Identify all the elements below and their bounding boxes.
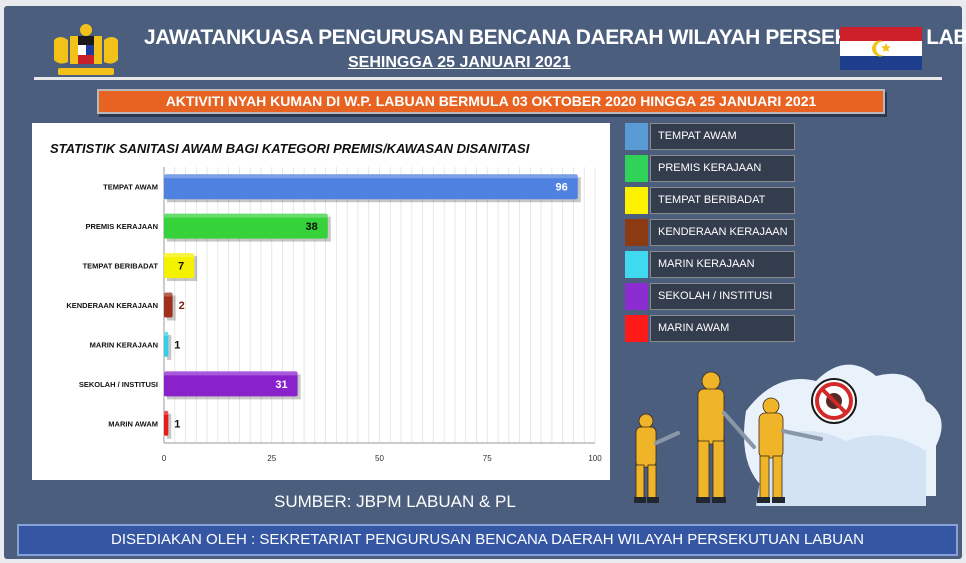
- category-label: SEKOLAH / INSTITUSI: [79, 380, 158, 389]
- bar: [164, 213, 328, 239]
- disinfection-workers-illustration: [634, 364, 942, 506]
- category-label: TEMPAT BERIBADAT: [83, 262, 159, 271]
- legend-label: TEMPAT AWAM: [650, 123, 795, 150]
- legend-item-premis-kerajaan: PREMIS KERAJAAN: [624, 155, 796, 182]
- category-label: TEMPAT AWAM: [103, 183, 158, 192]
- bar-highlight: [164, 331, 169, 336]
- chart-card: STATISTIK SANITASI AWAM BAGI KATEGORI PR…: [32, 123, 610, 480]
- legend-item-tempat-beribadat: TEMPAT BERIBADAT: [624, 187, 796, 214]
- legend-swatch: [625, 219, 648, 246]
- legend-item-marin-awam: MARIN AWAM: [624, 315, 796, 342]
- bar: [164, 253, 195, 279]
- source-note: SUMBER: JBPM LABUAN & PL: [274, 492, 516, 511]
- legend-swatch: [625, 123, 648, 150]
- x-tick-label: 25: [267, 454, 276, 463]
- bar-shadow: [167, 413, 172, 439]
- bar: [164, 174, 578, 200]
- legend-item-marin-kerajaan: MARIN KERAJAAN: [624, 251, 796, 278]
- header-subtitle: SEHINGGA 25 JANUARI 2021: [348, 54, 571, 71]
- bar-highlight: [164, 253, 195, 258]
- category-label: PREMIS KERAJAAN: [85, 222, 158, 231]
- value-label: 1: [174, 339, 180, 351]
- legend-label: SEKOLAH / INSTITUSI: [650, 283, 795, 310]
- category-label: MARIN KERAJAAN: [90, 340, 158, 349]
- x-tick-label: 75: [483, 454, 492, 463]
- legend-swatch: [625, 283, 648, 310]
- x-tick-label: 100: [588, 454, 602, 463]
- value-label: 7: [178, 261, 184, 273]
- bar-highlight: [164, 213, 328, 218]
- value-label: 31: [275, 379, 287, 391]
- legend-label: MARIN AWAM: [650, 315, 795, 342]
- labuan-flag: [840, 27, 922, 70]
- legend-item-tempat-awam: TEMPAT AWAM: [624, 123, 796, 150]
- bar: [164, 410, 169, 436]
- bar-highlight: [164, 410, 169, 415]
- bar-highlight: [164, 174, 578, 179]
- header-title: JAWATANKUASA PENGURUSAN BENCANA DAERAH W…: [144, 26, 966, 49]
- value-label: 38: [306, 221, 318, 233]
- bar: [164, 292, 173, 318]
- chart-title: STATISTIK SANITASI AWAM BAGI KATEGORI PR…: [50, 141, 530, 156]
- legend-swatch: [625, 315, 648, 342]
- legend-label: KENDERAAN KERAJAAN: [650, 219, 795, 246]
- no-virus-sign-icon: [811, 378, 857, 424]
- legend-item-sekolah-institusi: SEKOLAH / INSTITUSI: [624, 283, 796, 310]
- legend-label: MARIN KERAJAAN: [650, 251, 795, 278]
- category-label: MARIN AWAM: [108, 419, 158, 428]
- bar-highlight: [164, 292, 173, 297]
- legend-swatch: [625, 187, 648, 214]
- bar: [164, 331, 169, 357]
- legend-swatch: [625, 251, 648, 278]
- value-label: 1: [174, 418, 180, 430]
- malaysia-coat-of-arms-emblem: [54, 24, 118, 75]
- x-tick-label: 50: [375, 454, 384, 463]
- header-divider: [34, 77, 942, 80]
- legend-label: PREMIS KERAJAAN: [650, 155, 795, 182]
- activity-banner: AKTIVITI NYAH KUMAN DI W.P. LABUAN BERMU…: [97, 89, 885, 114]
- bar-chart: 0 25 50 75 100 TEMPAT AWAM 96 PREMIS KERAJAAN 38…: [66, 167, 602, 463]
- legend-label: TEMPAT BERIBADAT: [650, 187, 795, 214]
- legend-item-kenderaan-kerajaan: KENDERAAN KERAJAAN: [624, 219, 796, 246]
- category-label: KENDERAAN KERAJAAN: [66, 301, 158, 310]
- bar: [164, 371, 298, 397]
- infographic-panel: JAWATANKUASA PENGURUSAN BENCANA DAERAH W…: [4, 6, 966, 559]
- bar-highlight: [164, 371, 298, 376]
- legend-swatch: [625, 155, 648, 182]
- value-label: 96: [556, 182, 568, 194]
- footer-prepared-by: DISEDIAKAN OLEH : SEKRETARIAT PENGURUSAN…: [17, 524, 958, 556]
- value-label: 2: [179, 300, 185, 312]
- bar-shadow: [167, 334, 172, 360]
- x-tick-label: 0: [162, 454, 167, 463]
